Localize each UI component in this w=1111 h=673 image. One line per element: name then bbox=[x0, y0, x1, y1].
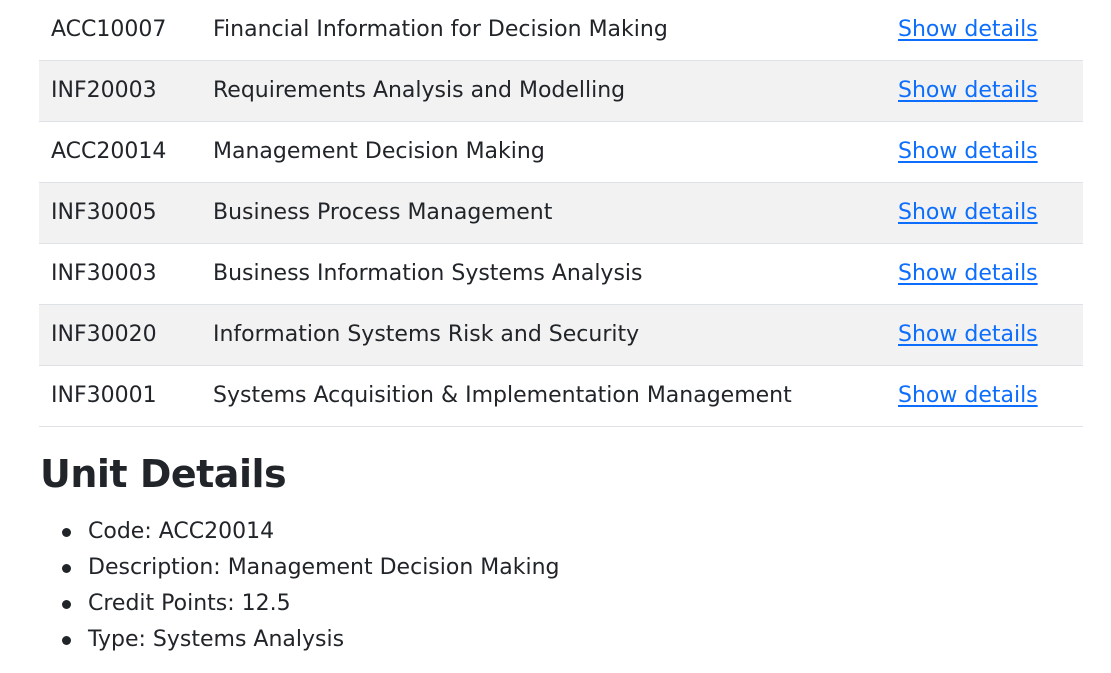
show-details-link[interactable]: Show details bbox=[898, 17, 1038, 43]
unit-description-cell: Requirements Analysis and Modelling bbox=[213, 78, 626, 103]
detail-item-code: Code: ACC20014 bbox=[62, 514, 560, 550]
table-row: ACC10007 Financial Information for Decis… bbox=[39, 0, 1083, 60]
unit-description-cell: Business Process Management bbox=[213, 200, 553, 225]
table-row: INF30003 Business Information Systems An… bbox=[39, 243, 1083, 304]
unit-details-heading: Unit Details bbox=[40, 452, 287, 496]
bullet-icon bbox=[62, 564, 71, 573]
table-row: INF30005 Business Process Management Sho… bbox=[39, 182, 1083, 243]
show-details-link[interactable]: Show details bbox=[898, 200, 1038, 225]
unit-description-cell: Management Decision Making bbox=[213, 139, 545, 164]
unit-description-cell: Financial Information for Decision Makin… bbox=[213, 17, 668, 43]
action-cell: Show details bbox=[898, 60, 1083, 121]
action-cell: Show details bbox=[898, 0, 1083, 60]
detail-text: Code: ACC20014 bbox=[88, 519, 275, 544]
show-details-link[interactable]: Show details bbox=[898, 78, 1038, 103]
show-details-link[interactable]: Show details bbox=[898, 322, 1038, 347]
unit-details-list: Code: ACC20014 Description: Management D… bbox=[40, 514, 560, 658]
bullet-icon bbox=[62, 528, 71, 537]
table-row: INF20003 Requirements Analysis and Model… bbox=[39, 60, 1083, 121]
unit-code-cell: ACC20014 bbox=[51, 139, 167, 164]
show-details-link[interactable]: Show details bbox=[898, 383, 1038, 408]
unit-code-cell: INF20003 bbox=[51, 78, 157, 103]
bullet-icon bbox=[62, 636, 71, 645]
detail-item-description: Description: Management Decision Making bbox=[62, 550, 560, 586]
unit-description-cell: Systems Acquisition & Implementation Man… bbox=[213, 383, 792, 408]
table-row: INF30020 Information Systems Risk and Se… bbox=[39, 304, 1083, 365]
action-cell: Show details bbox=[898, 365, 1083, 426]
detail-text: Description: Management Decision Making bbox=[88, 555, 560, 580]
unit-code-cell: INF30001 bbox=[51, 383, 157, 408]
detail-text: Type: Systems Analysis bbox=[88, 627, 345, 652]
action-cell: Show details bbox=[898, 121, 1083, 182]
unit-description-cell: Business Information Systems Analysis bbox=[213, 261, 643, 286]
unit-description-cell: Information Systems Risk and Security bbox=[213, 322, 640, 347]
units-table: ACC10007 Financial Information for Decis… bbox=[39, 0, 1083, 427]
action-cell: Show details bbox=[898, 304, 1083, 365]
action-cell: Show details bbox=[898, 243, 1083, 304]
show-details-link[interactable]: Show details bbox=[898, 261, 1038, 286]
unit-code-cell: INF30005 bbox=[51, 200, 157, 225]
unit-code-cell: INF30003 bbox=[51, 261, 157, 286]
table-row: ACC20014 Management Decision Making Show… bbox=[39, 121, 1083, 182]
bullet-icon bbox=[62, 600, 71, 609]
action-cell: Show details bbox=[898, 182, 1083, 243]
table-row: INF30001 Systems Acquisition & Implement… bbox=[39, 365, 1083, 426]
detail-item-credit-points: Credit Points: 12.5 bbox=[62, 586, 560, 622]
unit-code-cell: ACC10007 bbox=[51, 17, 167, 43]
detail-text: Credit Points: 12.5 bbox=[88, 591, 291, 616]
unit-code-cell: INF30020 bbox=[51, 322, 157, 347]
detail-item-type: Type: Systems Analysis bbox=[62, 622, 560, 658]
show-details-link[interactable]: Show details bbox=[898, 139, 1038, 164]
